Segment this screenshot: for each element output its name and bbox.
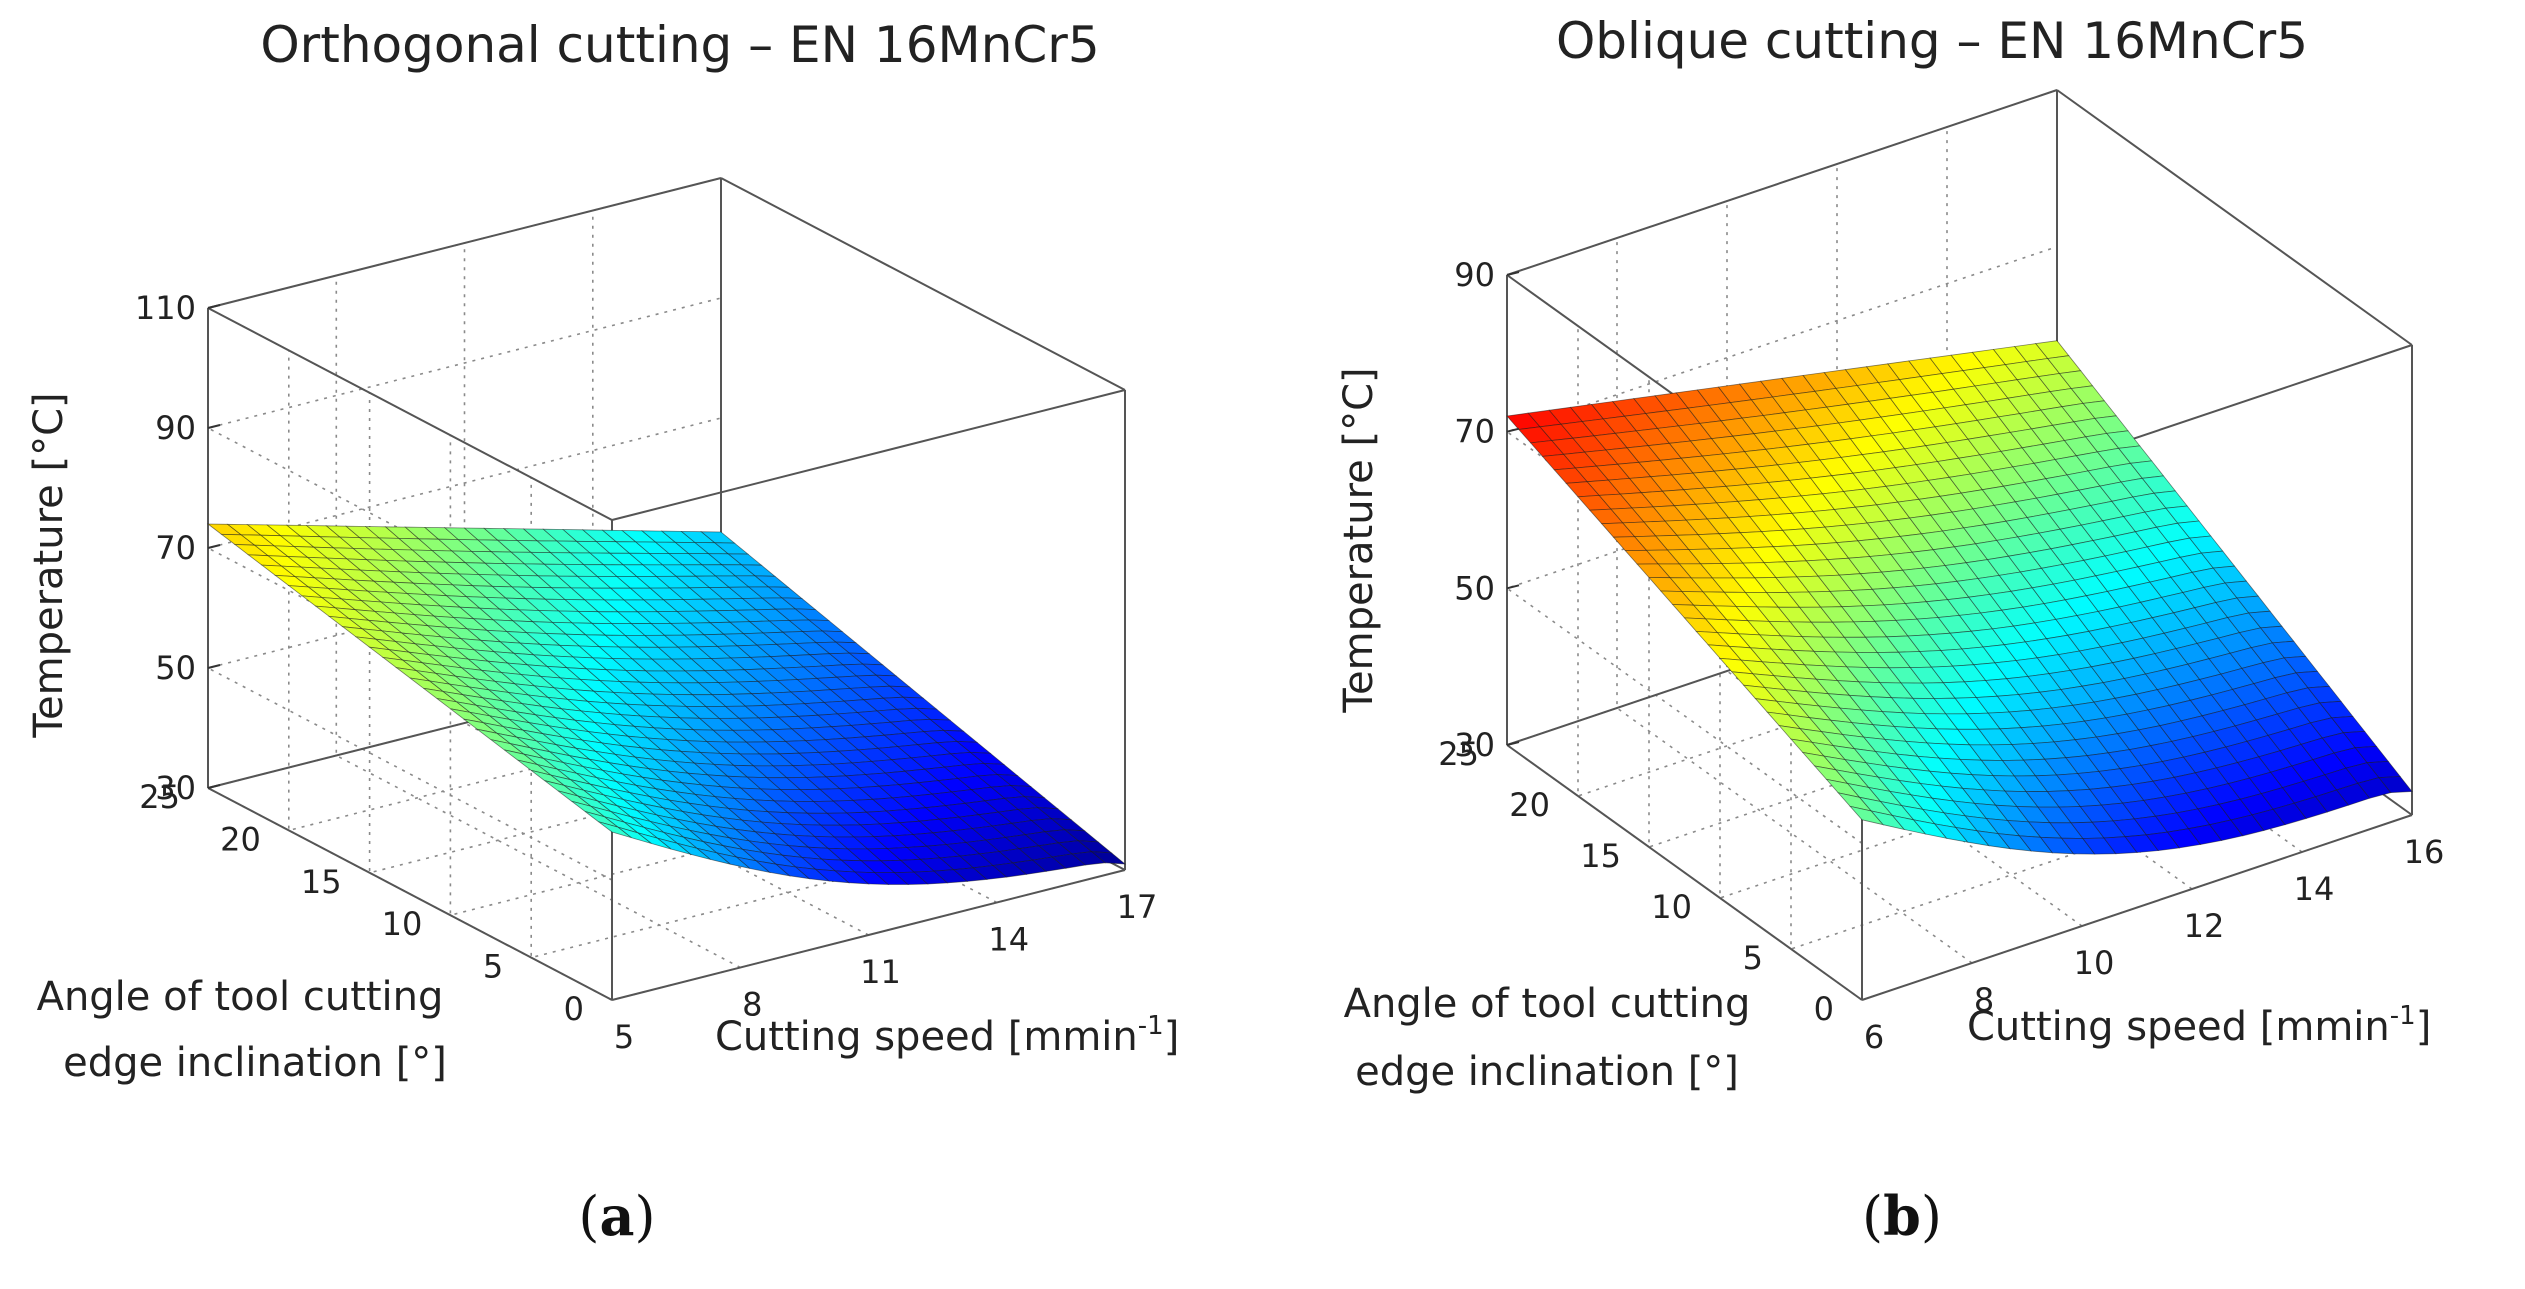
y-tick-label: 0 — [1814, 990, 1834, 1028]
x-tick-label: 11 — [860, 953, 901, 991]
z-axis-label: Temperature [°C] — [26, 392, 72, 738]
caption-letter: b — [1883, 1184, 1921, 1248]
z-tick — [207, 664, 221, 669]
y-tick-label: 15 — [1580, 837, 1621, 875]
x-gridline — [1616, 238, 1973, 964]
x-tick-label: 16 — [2404, 833, 2445, 871]
x-gridline — [463, 243, 869, 936]
z-tick-label: 50 — [1454, 569, 1495, 607]
x-tick-label: 5 — [614, 1018, 634, 1056]
z-tick — [207, 424, 221, 429]
caption-letter: a — [600, 1184, 635, 1248]
y-tick-label: 15 — [301, 863, 342, 901]
z-gridline — [1505, 402, 2058, 844]
x-axis-label-sup: -1 — [2390, 1001, 2416, 1031]
caption-close: ) — [1921, 1185, 1942, 1248]
z-tick — [207, 784, 221, 789]
chart-b-svg: Oblique cutting – EN 16MnCr5 30 50 70 90 0 5 10… — [1336, 12, 2444, 1248]
z-tick-label: 110 — [135, 289, 196, 327]
z-tick — [1506, 427, 1520, 433]
axes-edge — [611, 869, 1126, 1001]
axes-edge — [1506, 744, 1863, 1001]
y-tick-label: 10 — [1651, 888, 1692, 926]
caption-open: ( — [578, 1185, 599, 1248]
z-axis-label: Temperature [°C] — [1336, 367, 1382, 713]
axes-edge — [611, 389, 1126, 521]
z-tick-label: 50 — [155, 649, 196, 687]
x-gridline — [335, 275, 741, 969]
axes-box — [207, 177, 1126, 1001]
y-axis-label-line1: Angle of tool cutting — [1344, 981, 1751, 1027]
surface-patch — [1090, 851, 1127, 865]
z-tick-label: 90 — [155, 409, 196, 447]
z-tick — [207, 304, 221, 309]
z-tick — [1506, 584, 1520, 590]
x-tick-label: 17 — [1117, 888, 1158, 926]
z-tick-label: 30 — [1454, 726, 1495, 764]
surface-mesh — [206, 523, 1127, 885]
panel-caption: (a) — [578, 1184, 655, 1248]
caption-open: ( — [1862, 1185, 1883, 1248]
axes-edge — [1861, 814, 2413, 1001]
y-axis-label-line1: Angle of tool cutting — [37, 974, 444, 1020]
x-axis-label-main: Cutting speed [mmin — [715, 1014, 1138, 1060]
y-tick-label: 0 — [564, 990, 584, 1028]
x-tick-label: 12 — [2184, 907, 2225, 945]
x-axis-label-main: Cutting speed [mmin — [1967, 1004, 2390, 1050]
z-tick — [1506, 741, 1520, 746]
x-axis-label-end: ] — [2416, 1004, 2432, 1050]
x-tick-label: 14 — [2294, 870, 2335, 908]
caption-close: ) — [635, 1185, 656, 1248]
y-tick-label: 20 — [220, 820, 261, 858]
panel-caption: (b) — [1862, 1184, 1942, 1248]
x-gridline — [591, 210, 998, 904]
axes-edge — [1506, 89, 2058, 276]
x-axis-label: Cutting speed [mmin-1] — [1967, 1001, 2431, 1050]
x-axis-label-end: ] — [1164, 1014, 1180, 1060]
chart-title: Oblique cutting – EN 16MnCr5 — [1556, 12, 2308, 70]
y-tick-label: 20 — [1509, 786, 1550, 824]
axes-edge — [207, 307, 613, 521]
y-tick-label: 10 — [382, 905, 423, 943]
z-tick — [207, 544, 221, 549]
surface-patch — [2378, 776, 2413, 794]
z-tick-label: 30 — [155, 769, 196, 807]
axes-edge — [720, 177, 1126, 391]
chart-title: Orthogonal cutting – EN 16MnCr5 — [260, 16, 1099, 74]
chart-panel-b: Oblique cutting – EN 16MnCr5 30 50 70 90 0 5 10… — [1262, 0, 2525, 1289]
chart-panel-a: Orthogonal cutting – EN 16MnCr5 30 50 70 90 1… — [0, 0, 1262, 1289]
y-axis-label-line2: edge inclination [°] — [1355, 1049, 1739, 1095]
x-tick-label: 6 — [1864, 1018, 1884, 1056]
x-axis-label: Cutting speed [mmin-1] — [715, 1011, 1179, 1060]
x-tick-label: 14 — [988, 921, 1029, 959]
z-tick-label: 70 — [1454, 413, 1495, 451]
x-axis-label-sup: -1 — [1138, 1011, 1164, 1041]
z-tick-label: 90 — [1454, 256, 1495, 294]
axes-edge — [207, 177, 722, 309]
axes-edge — [207, 787, 613, 1001]
z-tick — [1506, 271, 1520, 276]
x-tick-label: 8 — [1974, 981, 1994, 1019]
y-tick-label: 5 — [483, 948, 503, 986]
x-tick-label: 8 — [742, 986, 762, 1024]
x-tick-label: 10 — [2074, 944, 2115, 982]
chart-a-svg: Orthogonal cutting – EN 16MnCr5305070901… — [26, 16, 1179, 1248]
y-axis-label-line2: edge inclination [°] — [63, 1040, 447, 1086]
tick-labels: 30 50 70 90 0 5 10 15 20 25 6 8 10 12 14 16 — [1438, 256, 2444, 1056]
surface-mesh — [1506, 340, 2413, 855]
y-tick-label: 25 — [1438, 735, 1479, 773]
axes-edge — [2056, 89, 2413, 346]
y-tick-label: 5 — [1743, 939, 1763, 977]
y-tick-label: 25 — [139, 778, 180, 816]
z-tick-label: 70 — [155, 529, 196, 567]
